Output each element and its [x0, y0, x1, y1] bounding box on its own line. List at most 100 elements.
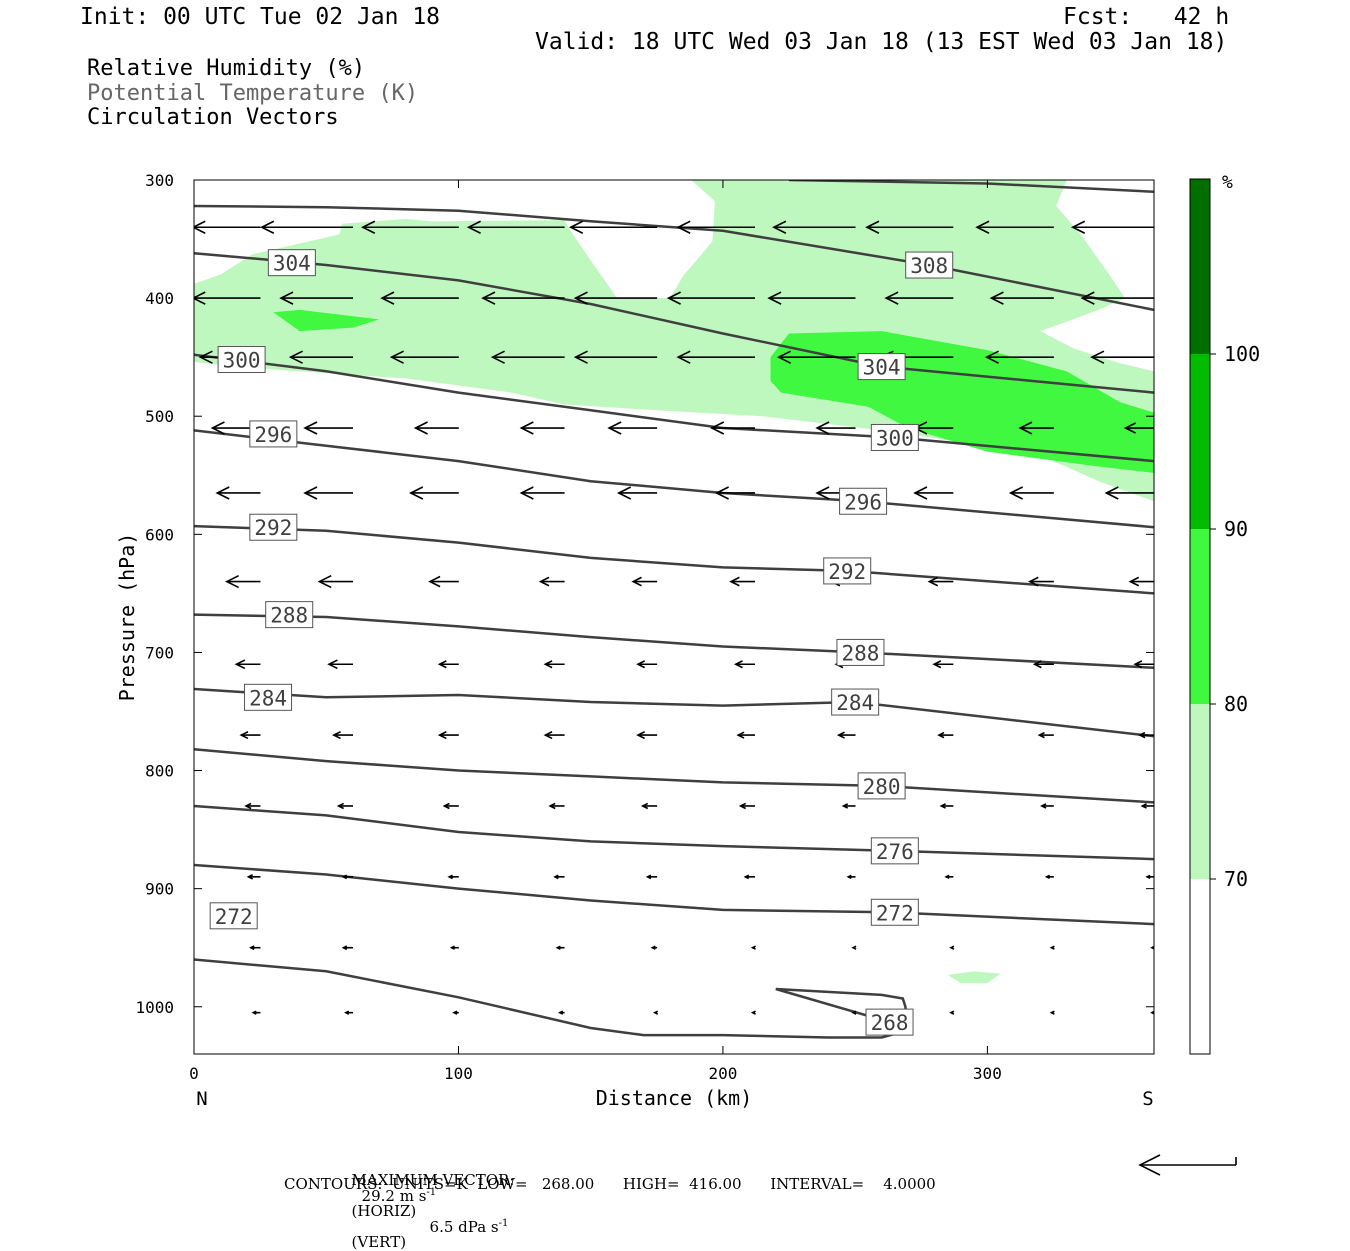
vector-10-2 [449, 945, 459, 950]
vector-8-4 [640, 802, 658, 810]
theta-label-292-box [249, 513, 298, 541]
vector-5-1 [317, 574, 354, 589]
y-tick-label: 700 [145, 643, 174, 662]
vector-0-1 [260, 220, 354, 234]
vector-11-5 [750, 1010, 756, 1015]
theta-label-304-b-box [857, 353, 906, 381]
vector-6-5 [734, 660, 755, 669]
theta-label-268-box [865, 1008, 914, 1036]
theta-label-304-b: 304 [863, 356, 901, 380]
valid-time: Valid: 18 UTC Wed 03 Jan 18 (13 EST Wed … [535, 29, 1228, 55]
vector-9-7 [944, 874, 954, 880]
vector-6-0 [234, 659, 261, 670]
vector-5-0 [225, 574, 261, 589]
vector-2-8 [984, 350, 1054, 364]
theta-label-272-b-box [870, 898, 919, 926]
plot-frame [193, 179, 1155, 1055]
vector-0-3 [466, 220, 565, 234]
vector-3-1 [303, 421, 354, 435]
theta-label-296-b: 296 [844, 490, 882, 514]
colorbar-segment-3 [1190, 704, 1210, 879]
vector-0-2 [361, 220, 459, 234]
theta-label-292-b: 292 [828, 560, 866, 584]
axes-layer: 300 400 500 600 700 800 900 1000 0 100 200 300 N S Dis… [115, 171, 1154, 1110]
vector-3-3 [519, 421, 565, 435]
vector-0-8 [975, 220, 1054, 234]
vector-1-0 [194, 291, 261, 305]
colorbar: 70 80 90 100% [1189, 172, 1260, 1055]
vector-7-6 [836, 731, 856, 739]
theta-label-304: 304 [273, 252, 311, 276]
vector-6-8 [1032, 660, 1054, 669]
colorbar-segment-0 [1190, 179, 1210, 354]
contour-info: CONTOURS: UNITS=K LOW= 268.00 HIGH= 416.… [284, 1175, 936, 1193]
y-tick-label: 1000 [135, 998, 174, 1017]
vector-1-3 [481, 291, 565, 305]
colorbar-label-70: 70 [1224, 867, 1248, 891]
max-vector-line: MAXIMUM VECTOR: 29.2 m s-1 (HORIZ) 6.5 d… [342, 1158, 515, 1250]
vector-11-8 [1049, 1010, 1055, 1015]
y-tick-label: 800 [145, 762, 174, 781]
vector-4-8 [1008, 486, 1054, 500]
vector-11-6 [851, 1010, 857, 1015]
vector-5-9 [1128, 576, 1154, 587]
vector-9-4 [645, 874, 658, 880]
colorbar-label-80: 80 [1224, 692, 1248, 716]
vector-3-5 [710, 421, 755, 435]
vector-7-9 [1138, 731, 1154, 739]
rh-legend-label: Relative Humidity (%) [87, 56, 366, 81]
vector-6-1 [327, 659, 354, 670]
vectors-legend-label: Circulation Vectors [87, 105, 339, 130]
vector-1-8 [989, 291, 1054, 305]
reference-vector [1138, 1154, 1237, 1176]
vector-6-7 [932, 660, 954, 669]
vector-4-9 [1104, 486, 1154, 500]
vector-9-5 [743, 874, 755, 880]
vector-2-1 [288, 350, 354, 364]
rh-area-80-1 [273, 309, 380, 332]
vector-8-7 [939, 803, 954, 809]
colorbar-label-100: 100 [1224, 342, 1260, 366]
vector-8-2 [442, 802, 459, 810]
vector-0-6 [772, 220, 856, 234]
theta-label-272-box [209, 902, 258, 930]
vector-3-4 [607, 421, 658, 435]
vector-10-0 [249, 945, 261, 951]
vector-1-1 [279, 291, 354, 305]
vector-4-3 [519, 486, 565, 500]
forecast-hour: Fcst: 42 h [1063, 4, 1230, 30]
vector-4-5 [714, 486, 755, 500]
colorbar-segment-2 [1190, 529, 1210, 704]
colorbar-label-90: 90 [1224, 517, 1248, 541]
vector-0-7 [865, 220, 954, 234]
vector-2-5 [676, 350, 755, 364]
theta-label-288-b-box [836, 638, 885, 666]
theta-label-300-box [217, 346, 266, 374]
theta-label-272: 272 [215, 905, 253, 929]
theta-contour-272 [194, 863, 1154, 926]
theta-label-292: 292 [254, 516, 292, 540]
max-horiz-unit: (HORIZ) [351, 1202, 417, 1220]
theta-contour-268 [194, 958, 910, 1039]
vector-9-1 [341, 874, 354, 880]
vector-7-2 [437, 731, 459, 740]
vector-11-3 [557, 1010, 565, 1015]
vector-2-6 [776, 350, 856, 364]
vector-11-1 [344, 1010, 354, 1015]
reference-vector-head [1138, 1154, 1161, 1176]
theta-contour-280 [194, 748, 1154, 804]
theta-label-288-box [265, 601, 314, 629]
vector-6-2 [437, 660, 459, 669]
vector-7-3 [543, 731, 565, 740]
y-tick-label: 400 [145, 289, 174, 308]
vector-9-3 [553, 874, 565, 880]
contour-label-layer: 268 272 272 276 280 284 284 288 288 292 292 296 296 3… [209, 249, 954, 1036]
theta-label-280-box [857, 772, 906, 800]
vector-11-4 [652, 1010, 659, 1015]
y-tick-label: 500 [145, 407, 174, 426]
colorbar-frame [1189, 178, 1211, 1055]
max-vert-value: 6.5 dPa s [429, 1218, 499, 1236]
theta-label-308: 308 [910, 254, 948, 278]
y-tick-label: 300 [145, 171, 174, 190]
